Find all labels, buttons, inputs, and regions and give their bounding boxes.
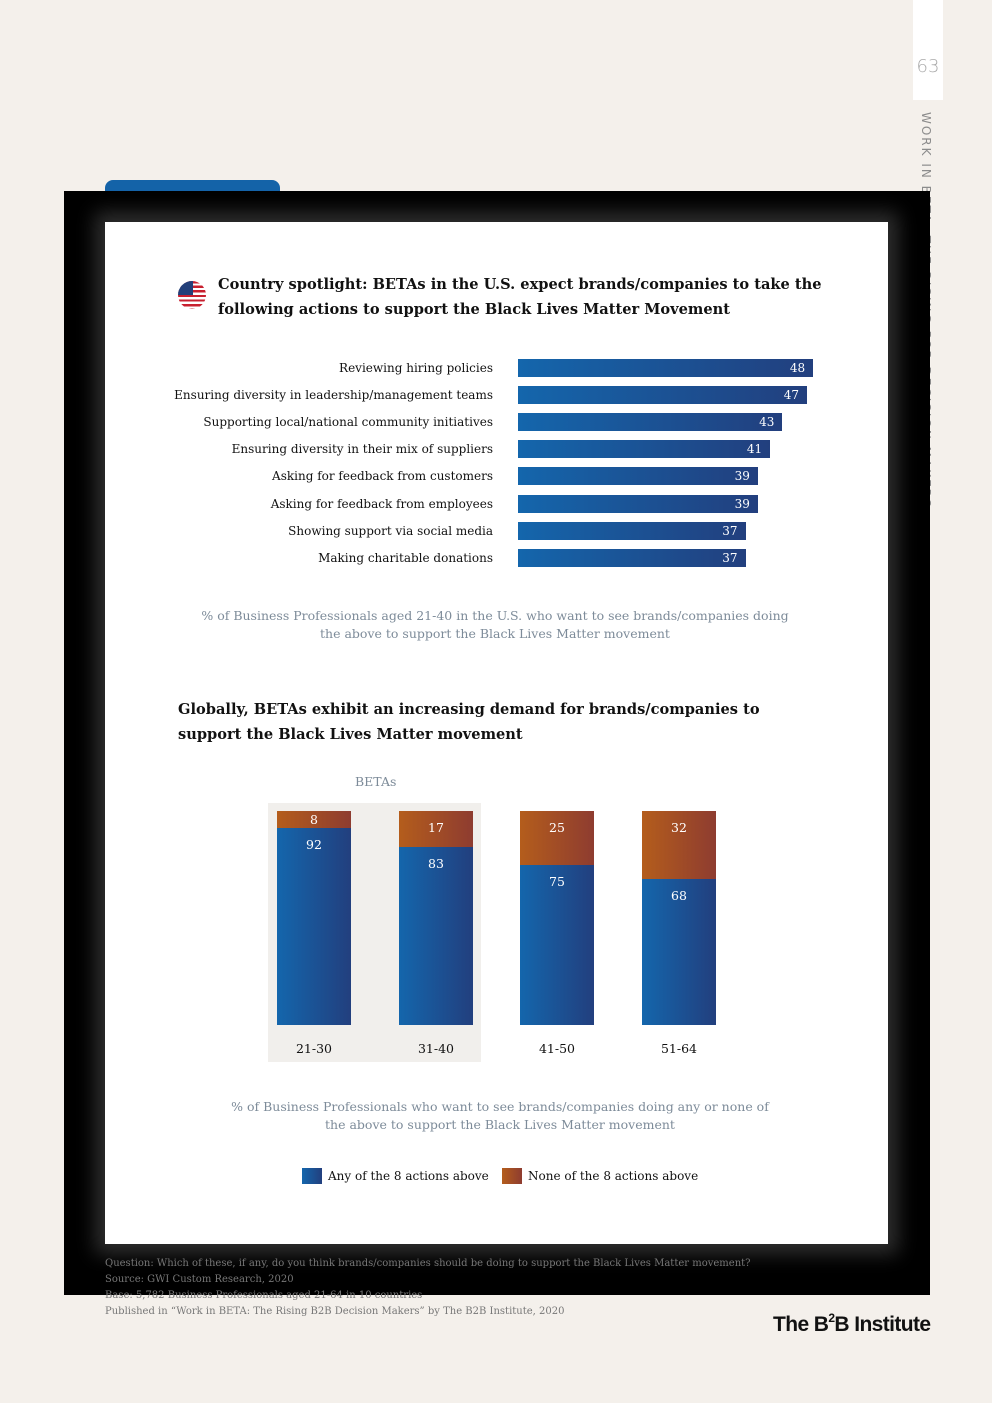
age-group-label: 41-50 xyxy=(538,1041,576,1056)
global-chart-title: Globally, BETAs exhibit an increasing de… xyxy=(178,701,760,743)
us-bar-value: 43 xyxy=(759,415,775,430)
us-bar-value: 48 xyxy=(789,361,806,375)
stacked-value-none: 32 xyxy=(671,820,687,835)
legend-swatch-any xyxy=(302,1168,322,1184)
chart-card: Country spotlight: BETAs in the U.S. exp… xyxy=(105,222,888,1244)
us-bar-value: 47 xyxy=(783,388,800,403)
us-bar: 43 xyxy=(518,413,783,432)
us-bar-label: Supporting local/national community init… xyxy=(203,415,493,430)
footnote-question: Question: Which of these, if any, do you… xyxy=(105,1258,751,1269)
footnote-published: Published in “Work in BETA: The Rising B… xyxy=(105,1306,565,1317)
us-bar-value: 41 xyxy=(746,442,763,457)
stacked-bar-none xyxy=(277,811,351,829)
global-chart-caption: % of Business Professionals who want to … xyxy=(231,1099,769,1132)
stacked-bar-any xyxy=(642,879,716,1025)
stacked-value-none: 25 xyxy=(549,820,565,835)
stacked-value-any: 68 xyxy=(671,888,687,904)
us-chart-caption: % of Business Professionals aged 21-40 i… xyxy=(201,608,789,641)
stacked-bar-any xyxy=(277,828,351,1025)
legend-any: Any of the 8 actions above xyxy=(302,1168,489,1184)
us-bar: 39 xyxy=(518,467,758,486)
us-bar-label: Ensuring diversity in leadership/managem… xyxy=(174,388,493,403)
legend-none: None of the 8 actions above xyxy=(502,1168,698,1184)
us-bar-label: Ensuring diversity in their mix of suppl… xyxy=(231,442,493,457)
footnote-source: Source: GWI Custom Research, 2020 xyxy=(105,1274,294,1285)
page-number-tab xyxy=(913,0,943,100)
us-bar: 47 xyxy=(518,386,808,405)
us-bar: 37 xyxy=(518,548,746,567)
us-bar-value: 39 xyxy=(734,496,750,511)
stacked-value-none: 17 xyxy=(428,820,444,835)
stacked-bar-any xyxy=(399,847,473,1025)
us-bar-value: 39 xyxy=(734,469,750,484)
us-bar: 41 xyxy=(518,440,771,459)
betas-group-label: BETAs xyxy=(355,774,397,789)
stacked-bar-none xyxy=(399,811,473,848)
us-bar: 39 xyxy=(518,494,758,513)
us-bar-value: 37 xyxy=(722,523,738,538)
stacked-bar-none xyxy=(642,811,716,880)
us-bar-label: Reviewing hiring policies xyxy=(339,361,493,375)
us-bar-label: Asking for feedback from employees xyxy=(270,496,493,511)
stacked-bar-none xyxy=(520,811,594,865)
us-bar-value: 37 xyxy=(722,550,738,565)
b2b-institute-logo: The B2B Institute xyxy=(773,1311,931,1336)
age-group-label: 51-64 xyxy=(660,1041,698,1056)
us-bar: 37 xyxy=(518,521,746,540)
footnote-base: Base: 5,782 Business Professionals aged … xyxy=(105,1290,423,1301)
stacked-bar-any xyxy=(520,864,594,1025)
legend-label-any: Any of the 8 actions above xyxy=(328,1169,489,1183)
age-group-label: 21-30 xyxy=(295,1041,333,1056)
legend-swatch-none xyxy=(502,1168,522,1184)
stacked-value-any: 83 xyxy=(428,856,444,872)
us-bar-label: Making charitable donations xyxy=(318,550,493,565)
stacked-value-none: 8 xyxy=(310,811,318,827)
us-bar-label: Asking for feedback from customers xyxy=(272,469,493,484)
stacked-value-any: 92 xyxy=(306,837,322,853)
us-bar: 48 xyxy=(518,359,814,377)
us-flag-icon xyxy=(178,281,206,309)
age-group-label: 31-40 xyxy=(417,1041,455,1056)
page-number: 63 xyxy=(916,56,940,77)
us-bar-label: Showing support via social media xyxy=(288,523,493,538)
us-chart-title: Country spotlight: BETAs in the U.S. exp… xyxy=(218,276,822,318)
legend-label-none: None of the 8 actions above xyxy=(528,1169,699,1183)
stacked-value-any: 75 xyxy=(549,873,565,889)
